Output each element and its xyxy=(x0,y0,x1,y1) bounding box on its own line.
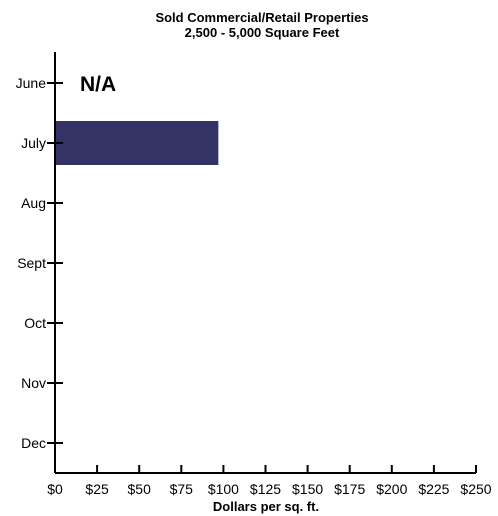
bars-layer xyxy=(55,121,219,165)
x-tick-label-175: $175 xyxy=(334,481,365,497)
annotation-june: N/A xyxy=(80,73,116,96)
x-tick-label-125: $125 xyxy=(250,481,281,497)
y-tick-label-aug: Aug xyxy=(21,195,46,211)
x-tick-label-25: $25 xyxy=(85,481,109,497)
y-tick-label-dec: Dec xyxy=(21,435,46,451)
y-tick-label-oct: Oct xyxy=(24,315,46,331)
chart-title: Sold Commercial/Retail Properties xyxy=(155,10,368,25)
x-tick-label-225: $225 xyxy=(418,481,449,497)
x-tick-label-0: $0 xyxy=(47,481,63,497)
y-tick-label-june: June xyxy=(16,75,47,91)
y-axis: June July Aug Sept Oct Nov Dec xyxy=(16,52,63,473)
x-tick-label-200: $200 xyxy=(376,481,407,497)
chart-subtitle: 2,500 - 5,000 Square Feet xyxy=(185,25,340,40)
x-tick-label-100: $100 xyxy=(208,481,239,497)
x-tick-label-250: $250 xyxy=(460,481,491,497)
x-tick-label-75: $75 xyxy=(170,481,194,497)
y-tick-label-sept: Sept xyxy=(17,255,46,271)
annotations-layer: N/A xyxy=(80,73,116,96)
y-tick-label-nov: Nov xyxy=(21,375,46,391)
x-axis-label: Dollars per sq. ft. xyxy=(213,499,319,514)
bar-july xyxy=(55,121,219,165)
y-tick-label-july: July xyxy=(21,135,46,151)
x-tick-label-50: $50 xyxy=(128,481,152,497)
x-axis: $0 $25 $50 $75 $100 $125 $150 $175 $200 $225 $250 xyxy=(47,465,492,497)
x-tick-label-150: $150 xyxy=(292,481,323,497)
